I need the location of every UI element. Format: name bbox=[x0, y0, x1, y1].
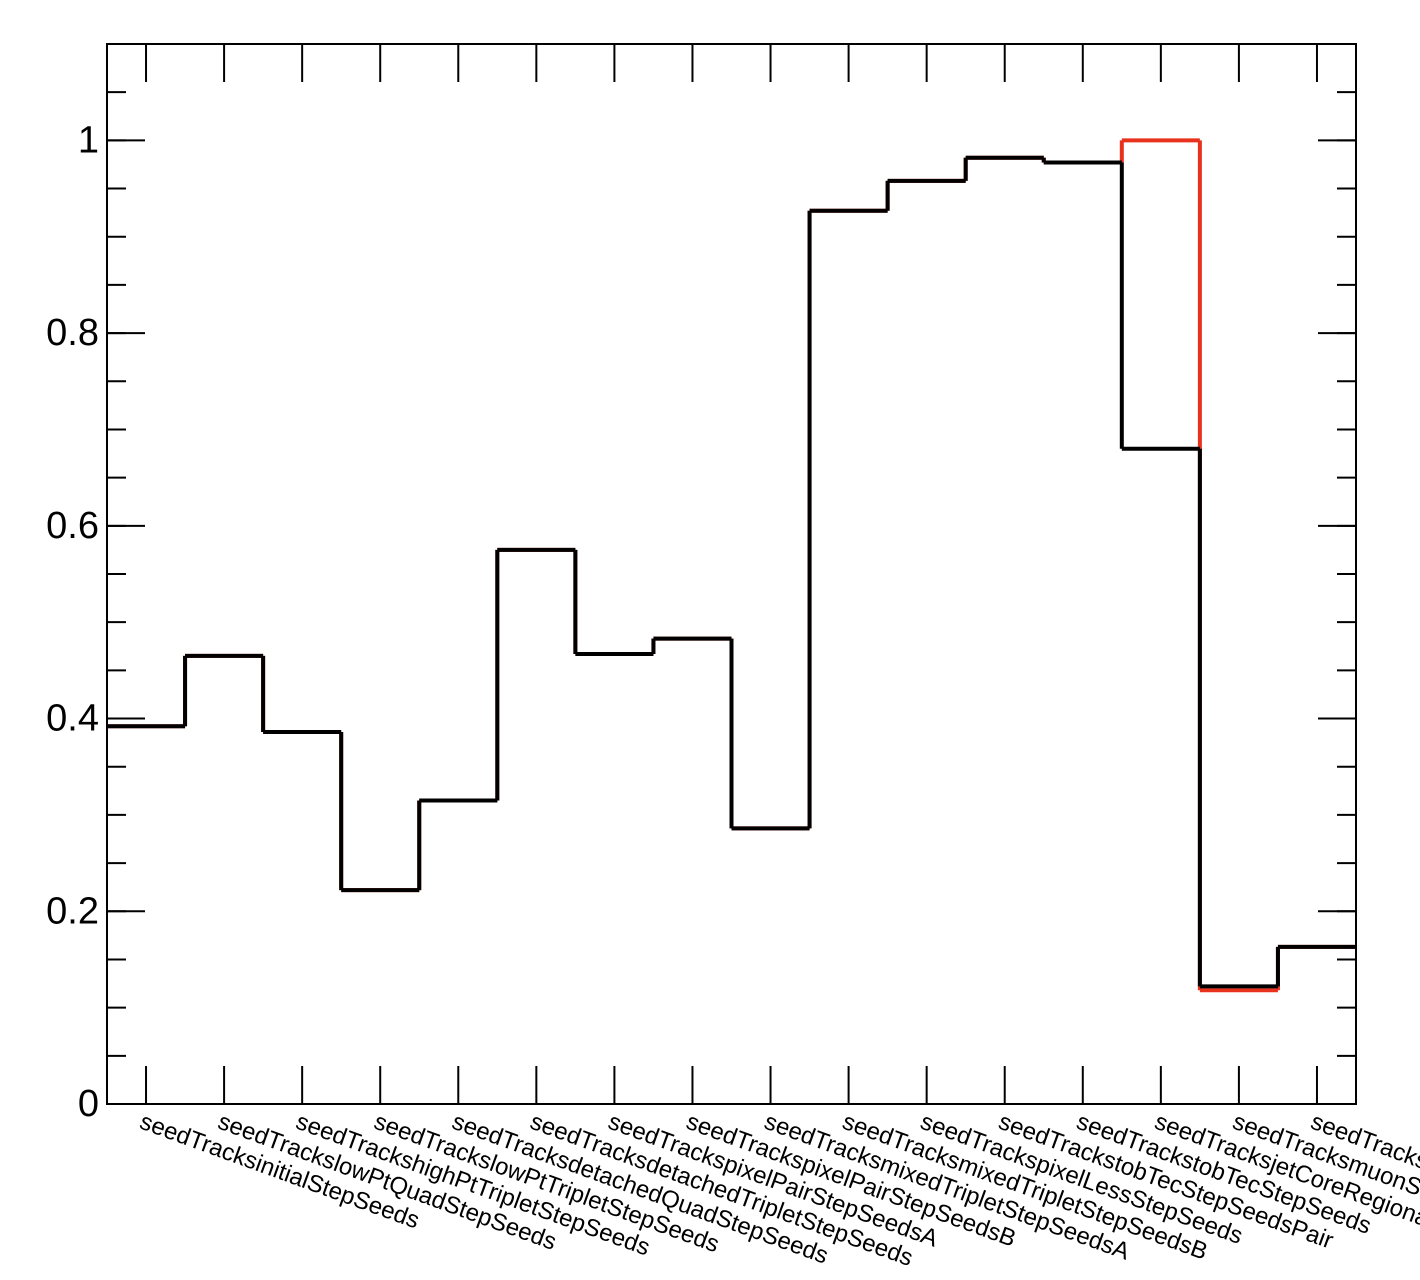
y-tick-label: 1 bbox=[78, 119, 99, 161]
y-tick-label: 0.4 bbox=[46, 698, 99, 740]
y-tick-label: 0 bbox=[78, 1083, 99, 1125]
plot-frame bbox=[106, 43, 1357, 1105]
y-tick-label: 0.2 bbox=[46, 890, 99, 932]
y-tick-label: 0.8 bbox=[46, 312, 99, 354]
y-tick-label: 0.6 bbox=[46, 505, 99, 547]
